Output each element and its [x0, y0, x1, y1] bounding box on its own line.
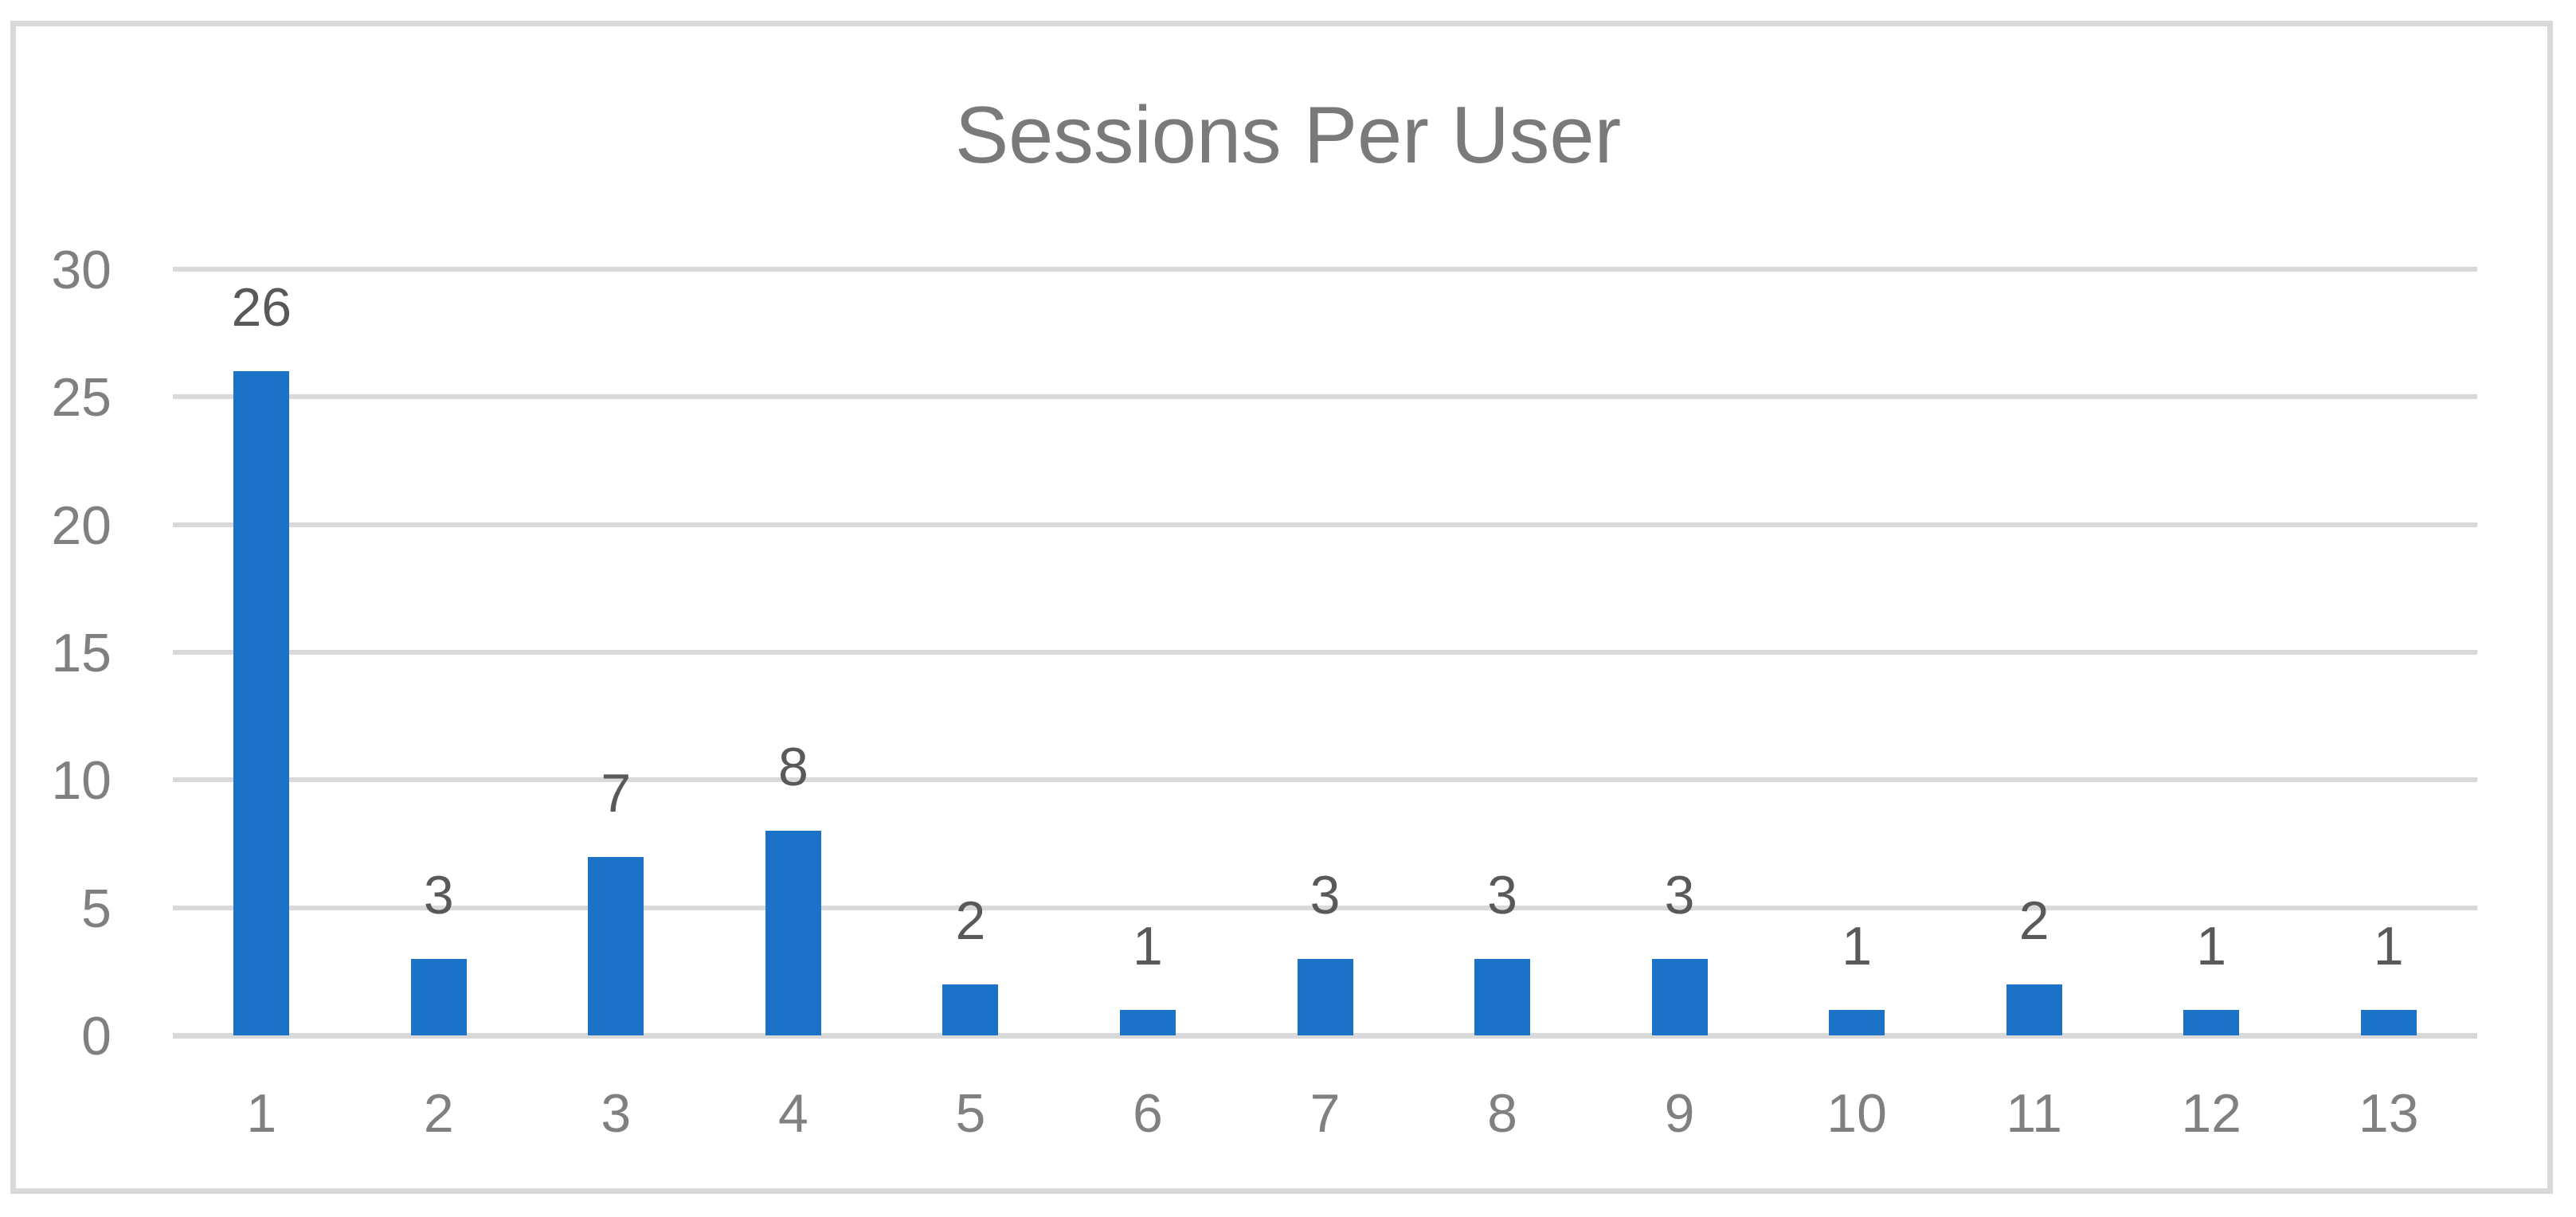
y-tick-label-0: 0 [81, 1006, 112, 1066]
data-label-category-1: 26 [231, 277, 292, 338]
data-label-category-5: 2 [955, 890, 986, 951]
bar-category-10 [1829, 1009, 1885, 1035]
bar-category-2 [410, 958, 467, 1035]
x-axis-line [173, 1033, 2477, 1039]
x-tick-label-6: 6 [1133, 1083, 1163, 1144]
data-label-category-10: 1 [1842, 915, 1873, 976]
bar-category-4 [765, 831, 821, 1035]
x-tick-label-4: 4 [777, 1083, 808, 1144]
data-label-category-2: 3 [423, 864, 454, 925]
x-tick-label-8: 8 [1487, 1083, 1517, 1144]
y-tick-label-15: 15 [51, 623, 112, 683]
bar-category-5 [942, 984, 999, 1035]
bar-category-8 [1474, 958, 1531, 1035]
data-label-category-7: 3 [1310, 864, 1341, 925]
data-label-category-4: 8 [777, 737, 808, 798]
data-label-category-13: 1 [2373, 915, 2404, 976]
gridline-25 [173, 394, 2477, 400]
x-tick-label-10: 10 [1826, 1083, 1887, 1144]
y-tick-label-20: 20 [51, 495, 112, 556]
y-tick-label-25: 25 [51, 367, 112, 428]
data-label-category-11: 2 [2018, 890, 2049, 951]
gridline-10 [173, 777, 2477, 783]
data-label-category-12: 1 [2196, 915, 2227, 976]
bar-category-11 [2006, 984, 2062, 1035]
x-tick-label-5: 5 [955, 1083, 986, 1144]
y-tick-label-5: 5 [81, 878, 112, 939]
data-label-category-6: 1 [1133, 915, 1163, 976]
gridline-5 [173, 905, 2477, 910]
gridline-15 [173, 650, 2477, 655]
data-label-category-3: 7 [601, 762, 632, 824]
x-tick-label-13: 13 [2358, 1083, 2419, 1144]
plot-area: 26 3 7 8 2 1 3 3 3 1 2 1 1 [173, 267, 2477, 1039]
x-tick-label-3: 3 [601, 1083, 632, 1144]
y-tick-label-30: 30 [51, 240, 112, 300]
bar-category-1 [233, 371, 290, 1035]
gridline-20 [173, 522, 2477, 527]
x-tick-label-7: 7 [1310, 1083, 1341, 1144]
bar-category-6 [1119, 1009, 1176, 1035]
x-tick-label-1: 1 [246, 1083, 277, 1144]
x-tick-label-12: 12 [2181, 1083, 2241, 1144]
x-tick-label-9: 9 [1664, 1083, 1695, 1144]
data-label-category-8: 3 [1487, 864, 1517, 925]
bar-category-9 [1651, 958, 1708, 1035]
data-label-category-9: 3 [1664, 864, 1695, 925]
bar-category-7 [1297, 958, 1353, 1035]
bar-category-12 [2183, 1009, 2240, 1035]
bar-category-13 [2360, 1009, 2417, 1035]
gridline-30 [173, 267, 2477, 272]
bar-category-3 [588, 856, 644, 1035]
chart-title: Sessions Per User [954, 91, 1622, 180]
x-tick-label-11: 11 [2006, 1083, 2062, 1144]
x-tick-label-2: 2 [423, 1083, 454, 1144]
y-tick-label-10: 10 [51, 750, 112, 812]
